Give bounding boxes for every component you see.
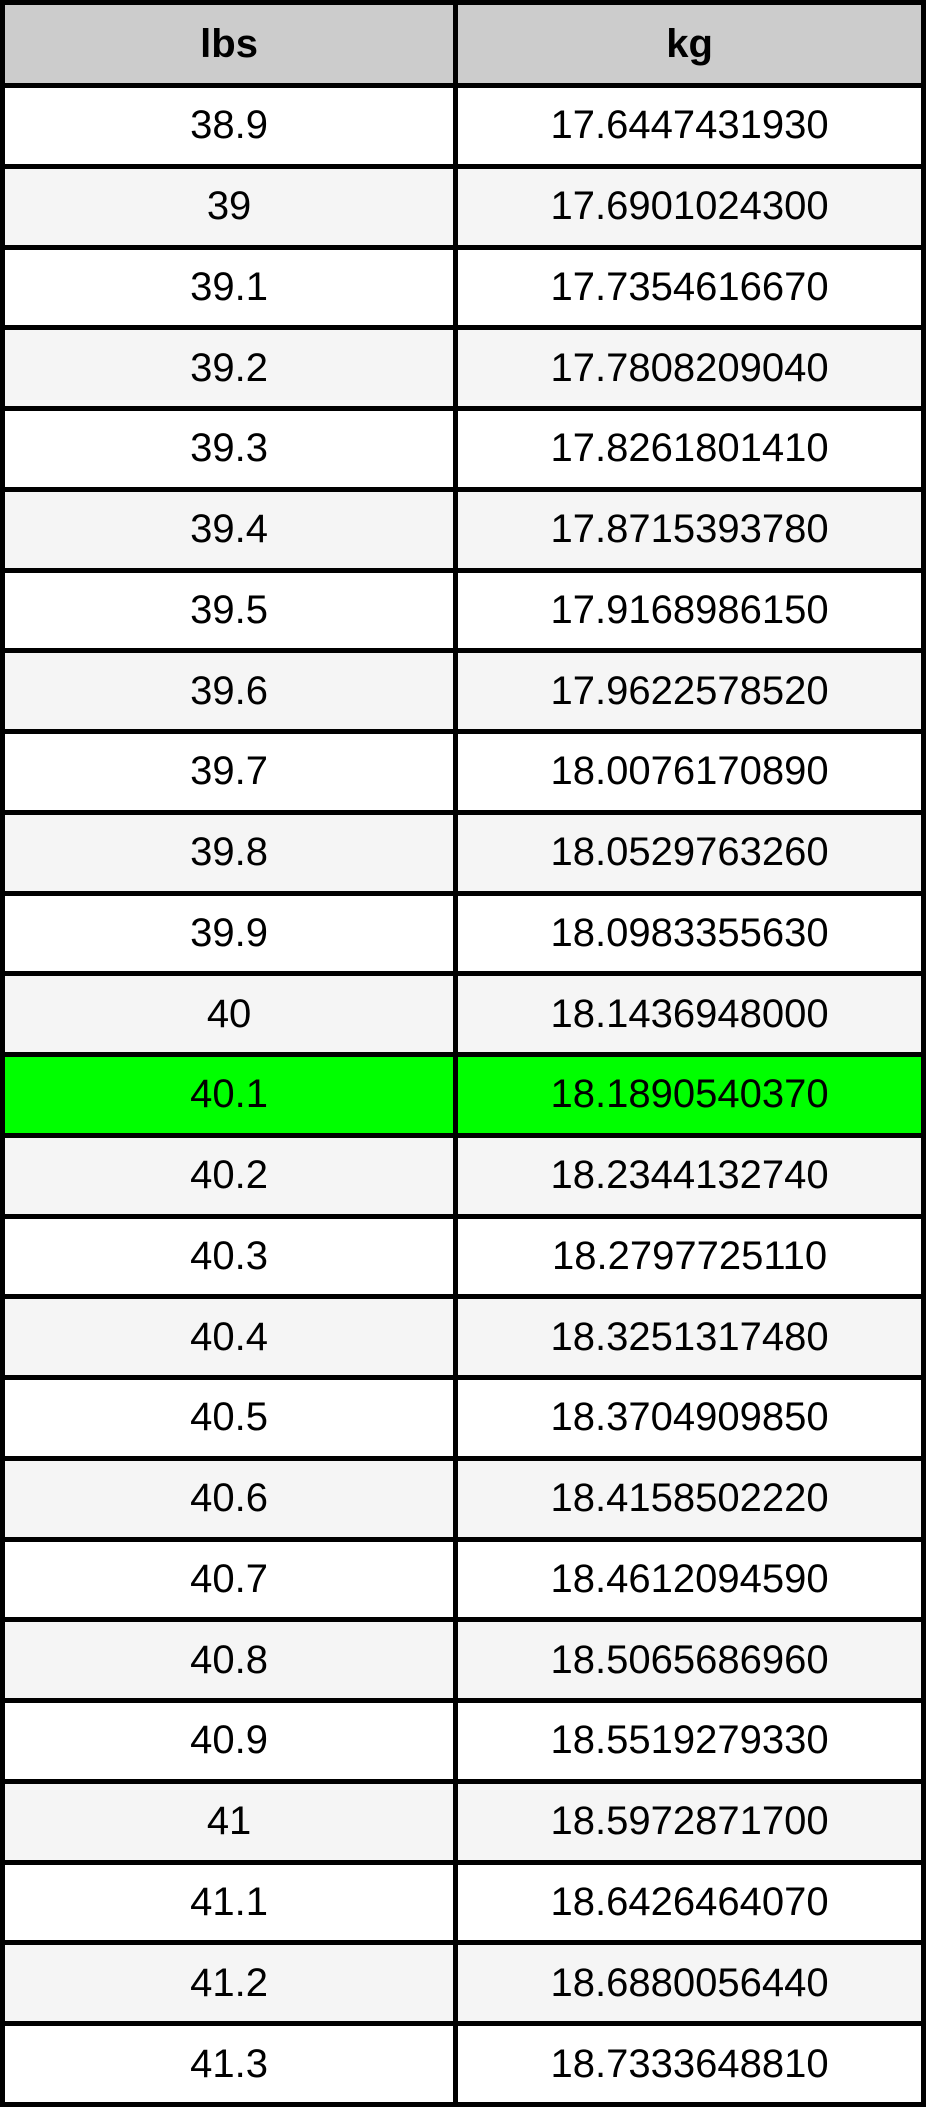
- lbs-cell: 40.3: [0, 1213, 459, 1300]
- lbs-cell: 38.9: [0, 83, 459, 169]
- lbs-cell: 40: [0, 971, 459, 1057]
- lbs-cell: 39.8: [0, 809, 459, 896]
- table-row: 40.2 18.2344132740: [0, 1132, 926, 1219]
- lbs-cell: 39.9: [0, 890, 459, 977]
- kg-cell: 18.4158502220: [453, 1455, 926, 1542]
- kg-cell: 17.8715393780: [453, 486, 926, 573]
- lbs-cell: 39.1: [0, 244, 459, 331]
- lbs-cell: 40.7: [0, 1536, 459, 1623]
- kg-cell: 18.0529763260: [453, 809, 926, 896]
- column-header-lbs: lbs: [0, 0, 459, 88]
- kg-cell: 18.5519279330: [453, 1698, 926, 1784]
- kg-cell: 18.2797725110: [453, 1213, 926, 1300]
- lbs-cell: 39: [0, 163, 459, 250]
- table-row: 40.4 18.3251317480: [0, 1294, 926, 1380]
- kg-cell: 17.6447431930: [453, 83, 926, 169]
- table-body: 38.9 17.6447431930 39 17.6901024300 39.1 17.7…: [0, 83, 926, 2107]
- table-row: 41.2 18.6880056440: [0, 1940, 926, 2026]
- table-row: 39.6 17.9622578520: [0, 648, 926, 734]
- table-row: 41.3 18.7333648810: [0, 2021, 926, 2107]
- table-row: 39.2 17.7808209040: [0, 325, 926, 411]
- kg-cell: 18.0983355630: [453, 890, 926, 977]
- lbs-cell: 41.3: [0, 2021, 459, 2107]
- lbs-cell: 39.6: [0, 648, 459, 734]
- table-row: 39.7 18.0076170890: [0, 729, 926, 815]
- kg-cell: 18.5972871700: [453, 1778, 926, 1865]
- lbs-cell: 39.4: [0, 486, 459, 573]
- kg-cell: 18.4612094590: [453, 1536, 926, 1623]
- kg-cell: 18.7333648810: [453, 2021, 926, 2107]
- kg-cell: 18.6426464070: [453, 1859, 926, 1946]
- kg-cell: 17.9622578520: [453, 648, 926, 734]
- lbs-cell: 40.6: [0, 1455, 459, 1542]
- table-row: 41.1 18.6426464070: [0, 1859, 926, 1946]
- table-row: 41 18.5972871700: [0, 1778, 926, 1865]
- table-row: 39.5 17.9168986150: [0, 567, 926, 654]
- kg-cell: 18.1890540370: [453, 1052, 926, 1138]
- lbs-cell: 41.2: [0, 1940, 459, 2026]
- table-row: 39.3 17.8261801410: [0, 406, 926, 492]
- kg-cell: 17.7354616670: [453, 244, 926, 331]
- table-row: 40.7 18.4612094590: [0, 1536, 926, 1623]
- lbs-cell: 40.2: [0, 1132, 459, 1219]
- kg-cell: 17.6901024300: [453, 163, 926, 250]
- kg-cell: 18.1436948000: [453, 971, 926, 1057]
- kg-cell: 17.7808209040: [453, 325, 926, 411]
- table-row: 40.5 18.3704909850: [0, 1375, 926, 1461]
- header-row: lbs kg: [0, 0, 926, 88]
- lbs-cell: 40.8: [0, 1617, 459, 1703]
- kg-cell: 17.9168986150: [453, 567, 926, 654]
- table-row: 39.1 17.7354616670: [0, 244, 926, 331]
- kg-cell: 18.0076170890: [453, 729, 926, 815]
- kg-cell: 18.3251317480: [453, 1294, 926, 1380]
- kg-cell: 18.6880056440: [453, 1940, 926, 2026]
- table-row: 39.9 18.0983355630: [0, 890, 926, 977]
- lbs-cell: 41.1: [0, 1859, 459, 1946]
- kg-cell: 18.3704909850: [453, 1375, 926, 1461]
- table-row: 39 17.6901024300: [0, 163, 926, 250]
- kg-cell: 17.8261801410: [453, 406, 926, 492]
- lbs-cell: 40.5: [0, 1375, 459, 1461]
- table-row: 39.8 18.0529763260: [0, 809, 926, 896]
- table-row: 40.9 18.5519279330: [0, 1698, 926, 1784]
- table-row: 40.3 18.2797725110: [0, 1213, 926, 1300]
- table-row: 40.6 18.4158502220: [0, 1455, 926, 1542]
- kg-cell: 18.5065686960: [453, 1617, 926, 1703]
- lbs-cell: 39.2: [0, 325, 459, 411]
- lbs-cell: 40.4: [0, 1294, 459, 1380]
- lbs-cell: 41: [0, 1778, 459, 1865]
- lbs-cell: 39.3: [0, 406, 459, 492]
- table-row: 39.4 17.8715393780: [0, 486, 926, 573]
- lbs-cell: 39.5: [0, 567, 459, 654]
- lbs-cell: 39.7: [0, 729, 459, 815]
- table-row-highlighted: 40.1 18.1890540370: [0, 1052, 926, 1138]
- lbs-cell: 40.9: [0, 1698, 459, 1784]
- table-row: 40.8 18.5065686960: [0, 1617, 926, 1703]
- lbs-cell: 40.1: [0, 1052, 459, 1138]
- table-row: 38.9 17.6447431930: [0, 83, 926, 169]
- column-header-kg: kg: [453, 0, 926, 88]
- table-row: 40 18.1436948000: [0, 971, 926, 1057]
- kg-cell: 18.2344132740: [453, 1132, 926, 1219]
